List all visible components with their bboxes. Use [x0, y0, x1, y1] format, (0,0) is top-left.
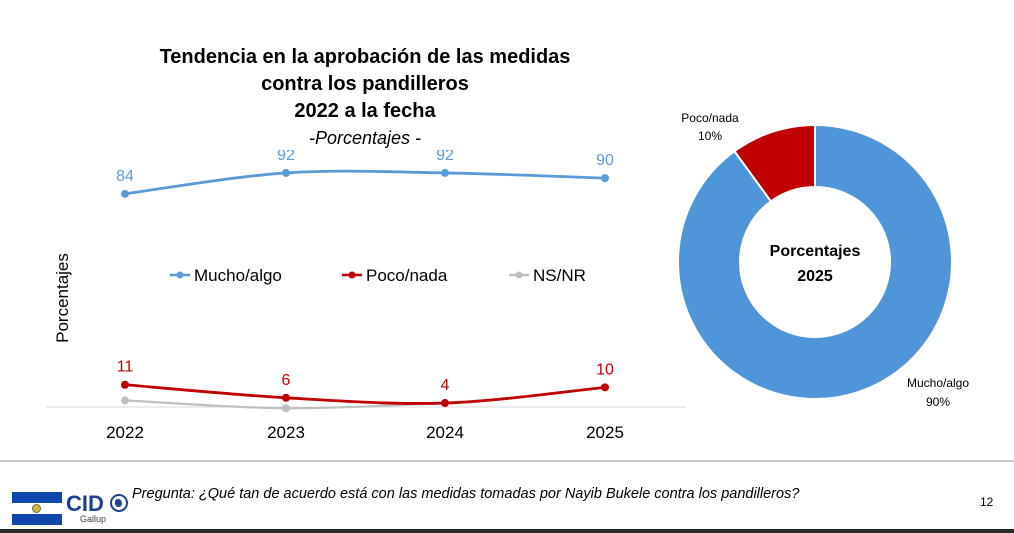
data-label: 6: [282, 372, 291, 389]
data-label: 4: [441, 377, 450, 394]
x-tick-label: 2025: [586, 423, 624, 442]
donut-center-title: Porcentajes: [770, 243, 861, 260]
data-label: 11: [117, 359, 134, 376]
data-point: [121, 380, 129, 389]
data-point: [282, 168, 290, 177]
page-number: 12: [980, 495, 994, 509]
donut-center-subtitle: 2025: [797, 268, 833, 285]
data-label: 92: [277, 150, 295, 164]
series-line: [123, 383, 607, 405]
legend-label: Poco/nada: [366, 266, 448, 285]
data-point: [282, 404, 290, 413]
x-tick-label: 2024: [426, 423, 464, 442]
line-chart: 2022 2023 2024 2025 Porcentajes 84 92 92 90 11 6 4 1…: [46, 150, 686, 442]
globe-icon: [110, 494, 128, 512]
data-point: [601, 174, 609, 183]
data-point: [601, 383, 609, 392]
chart-title-line-2: contra los pandilleros: [261, 73, 469, 95]
data-point: [282, 393, 290, 402]
slice-label-name: Poco/nada: [681, 111, 739, 125]
logo-text: CID: [66, 491, 104, 516]
y-axis-label: Porcentajes: [53, 253, 72, 343]
data-label: 92: [436, 150, 454, 164]
slice-label-value: 10%: [698, 129, 722, 143]
legend-label: Mucho/algo: [194, 266, 282, 285]
bottom-bar: [0, 529, 1014, 533]
slice-label-value: 90%: [926, 395, 950, 409]
legend-label: NS/NR: [533, 266, 586, 285]
data-label: 90: [596, 152, 614, 169]
legend-swatch-marker: [515, 271, 523, 279]
legend-swatch-marker: [176, 271, 184, 279]
chart-title-line-3: 2022 a la fecha: [294, 100, 436, 122]
data-point: [441, 399, 449, 408]
series-line: [123, 169, 607, 196]
survey-question: Pregunta: ¿Qué tan de acuerdo está con l…: [132, 486, 800, 502]
pie-slice-mucho-algo: [677, 123, 953, 400]
data-label: 84: [116, 168, 134, 185]
data-point: [121, 189, 129, 198]
logo-subtext: Gallup: [80, 514, 107, 524]
data-label: 10: [596, 361, 614, 378]
donut-chart: Porcentajes 2025 Poco/nada 10% Mucho/algo 90%: [677, 111, 969, 409]
x-tick-label: 2023: [267, 423, 305, 442]
data-point: [441, 168, 449, 177]
chart-subtitle: -Porcentajes -: [308, 128, 422, 148]
legend-swatch-marker: [348, 271, 356, 279]
footer-divider: [0, 460, 1014, 462]
data-point: [121, 396, 129, 405]
chart-title-line-1: Tendencia en la aprobación de las medida…: [159, 46, 571, 68]
pie-slice-poco-nada: [733, 123, 816, 203]
cid-gallup-logo: CID Gallup: [66, 492, 130, 526]
el-salvador-flag-icon: [12, 492, 62, 525]
x-tick-label: 2022: [106, 423, 144, 442]
slice-label-name: Mucho/algo: [907, 376, 969, 390]
chart-title-block: Tendencia en la aprobación de las medida…: [100, 44, 630, 151]
